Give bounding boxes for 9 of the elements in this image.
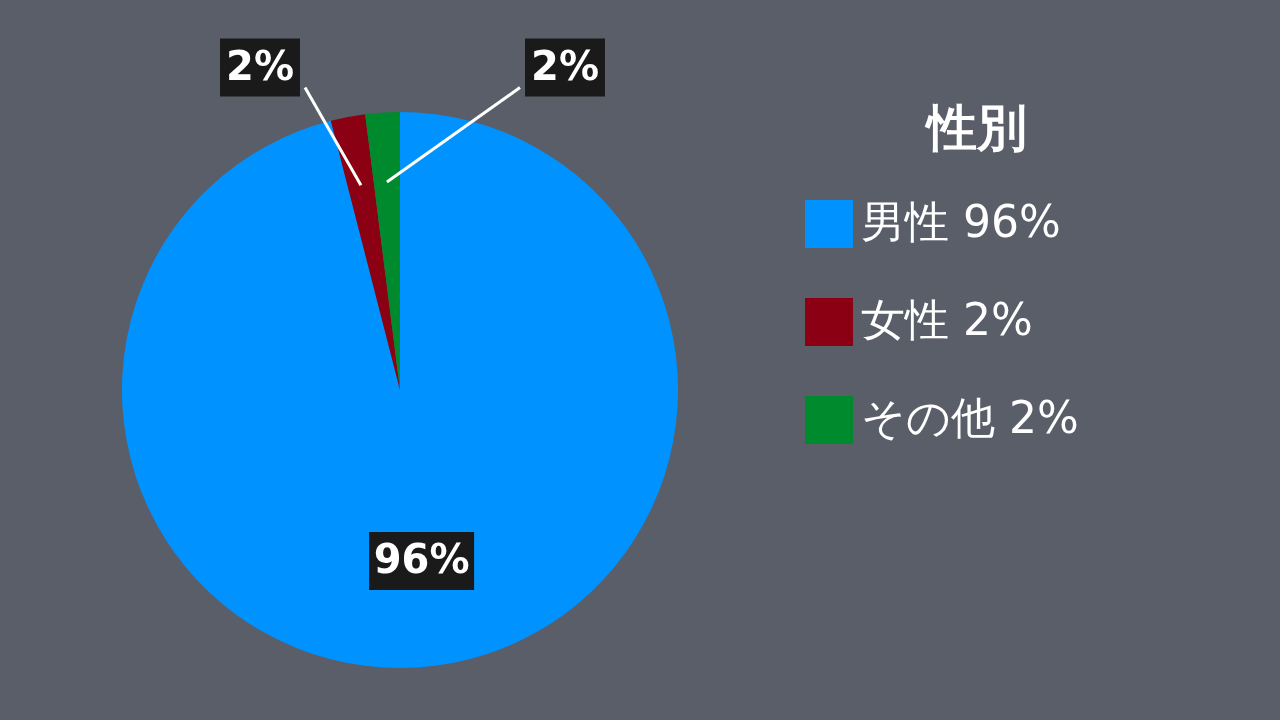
pie-slice bbox=[122, 112, 678, 668]
data-label: 96% bbox=[373, 536, 470, 582]
legend-label: その他 2% bbox=[861, 392, 1079, 443]
legend-title: 性別 bbox=[924, 99, 1027, 157]
pie-slice bbox=[330, 114, 400, 390]
data-label: 2% bbox=[226, 42, 294, 89]
legend-label: 女性 2% bbox=[861, 294, 1033, 345]
legend-label: 男性 96% bbox=[861, 196, 1061, 247]
data-label: 2% bbox=[531, 42, 599, 89]
